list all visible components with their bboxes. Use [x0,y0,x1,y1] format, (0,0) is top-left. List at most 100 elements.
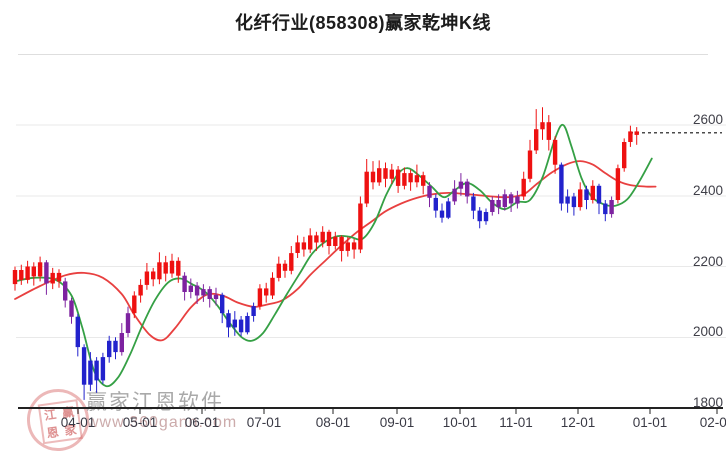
y-axis-label: 2000 [692,324,723,340]
candle-body [333,236,338,246]
candle-body [295,242,300,253]
candle-body [220,294,225,314]
candle-body [201,289,206,296]
candle-body [609,200,614,215]
candle-body [351,242,357,250]
x-axis-label: 11-01 [499,415,533,430]
candle-body [452,188,457,202]
candle-body [238,319,244,333]
y-axis-label: 2400 [692,182,723,198]
candle-body [458,181,464,189]
candle-body [282,263,288,271]
x-axis-label: 06-01 [184,415,220,430]
title-divider [18,54,708,55]
candle-body [508,194,514,204]
candle-body [527,150,533,179]
candle-body [565,196,570,204]
candle-body [63,281,68,301]
candle-body [132,295,137,314]
candle-body [540,122,545,130]
candle-body [245,316,250,333]
candle-body [94,360,99,381]
candle-body [157,262,162,280]
candle-body [483,212,489,222]
x-axis-label: 10-01 [442,415,478,430]
candle-body [320,231,325,243]
candle-body [182,275,187,292]
x-axis-label: 01-01 [632,415,668,430]
candle-body [151,271,156,280]
slow-trend-line [14,160,657,342]
candle-body [433,197,438,211]
candle-body [69,300,74,317]
candle-body [251,306,256,316]
candle-body [37,262,43,277]
candle-body [138,284,143,296]
y-axis-label: 2600 [692,112,723,127]
candle-body [257,288,263,307]
candle-body [590,185,595,200]
candle-body [289,253,294,271]
candle-body [364,171,369,204]
candle-body [534,129,539,151]
candle-body [144,271,150,285]
candle-body [213,294,219,299]
candle-body [169,260,175,274]
candle-body [226,313,231,328]
candle-body [634,131,639,135]
candle-body [19,270,24,280]
candle-body [194,285,200,296]
candle-body [559,164,564,204]
candle-body [326,231,332,246]
candle-body [232,319,237,328]
candle-body [439,210,445,218]
candle-body [471,196,476,211]
candle-body [12,270,18,285]
candle-body [515,196,520,204]
page-title: 化纤行业(858308)赢家乾坤K线 [234,13,492,33]
candle-body [44,262,49,284]
candle-body [427,185,432,198]
candle-body [521,178,526,197]
candle-body [578,189,583,208]
candle-body [81,347,87,385]
x-axis-label: 12-01 [560,415,596,430]
candle-body [596,185,602,204]
fast-trend-line [14,123,653,388]
candle-body [125,313,131,333]
candle-body [50,272,55,284]
candle-body [496,200,501,208]
candle-body [477,210,482,222]
x-axis-label: 08-01 [315,415,351,430]
candle-body [571,196,577,208]
candle-body [339,236,344,251]
candle-body [383,168,388,179]
candle-body [314,235,319,243]
candle-body [345,242,350,251]
candle-body [308,235,313,250]
candle-body [622,142,627,169]
candle-body [395,169,401,186]
candle-body [276,263,281,278]
candle-body [603,203,608,215]
candles [12,107,639,400]
candle-body [490,200,495,212]
candle-body [465,181,470,197]
candle-body [446,201,451,218]
candle-body [264,288,269,296]
candle-body [100,357,106,381]
candle-body [25,266,30,280]
candle-body [270,277,275,296]
y-axis-label: 2200 [692,253,723,269]
x-axis-label: 05-01 [122,415,158,430]
candle-body [584,189,589,200]
x-axis-label: 04-01 [60,415,96,430]
y-axis-label: 1800 [692,395,723,410]
candle-body [207,289,212,299]
candle-body [502,194,507,207]
candle-body [408,173,413,183]
candle-body [552,139,558,165]
candle-body [389,169,394,179]
